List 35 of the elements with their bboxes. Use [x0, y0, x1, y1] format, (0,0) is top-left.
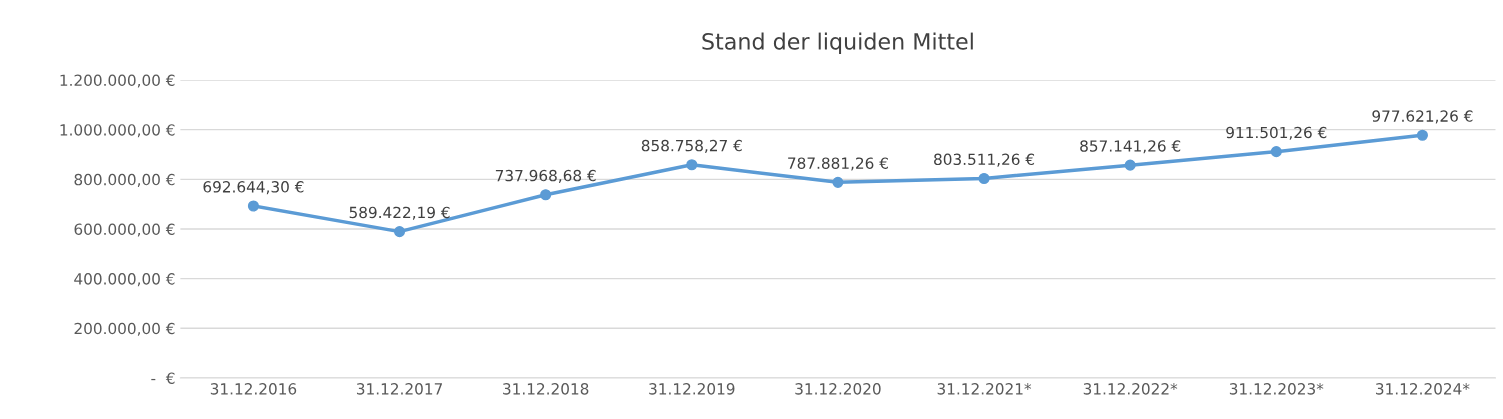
data-label: 692.644,30 € [203, 181, 304, 195]
point [978, 172, 990, 185]
point [1124, 159, 1136, 171]
x-tick-label: 31.12.2023* [1229, 383, 1324, 395]
chart-title: Stand der liquiden Mittel [702, 32, 973, 55]
point [1270, 146, 1282, 158]
x-tick-label: 31.12.2021* [937, 383, 1032, 395]
x-tick-label: 31.12.2022* [1083, 383, 1178, 395]
x-tick-label: 31.12.2017 [356, 383, 442, 395]
data-label: 787.881,26 € [788, 157, 888, 171]
data-label: 911.501,26 € [1226, 126, 1327, 140]
x-tick-label: 31.12.2018 [503, 383, 589, 395]
y-tick-label: 1.200.000,00 € [60, 74, 175, 88]
data-label: 977.621,26 € [1372, 110, 1473, 124]
point [1416, 129, 1428, 141]
y-tick-label: 1.000.000,00 € [60, 124, 175, 138]
point [393, 226, 406, 238]
x-tick-label: 31.12.2019 [649, 383, 735, 395]
data-label: 857.141,26 € [1080, 140, 1181, 154]
point [832, 176, 844, 188]
point [686, 159, 698, 171]
x-tick-label: 31.12.2016 [210, 383, 297, 395]
data-label: 803.511,26 € [934, 153, 1035, 167]
data-label: 858.758,27 € [641, 139, 742, 153]
y-tick-label: 800.000,00 € [74, 173, 175, 187]
x-tick-label: 31.12.2020 [795, 383, 881, 395]
y-tick-label: 400.000,00 € [74, 273, 175, 287]
data-label: 737.968,68 € [495, 169, 596, 183]
data-label: 589.422,19 € [349, 206, 450, 220]
y-tick-label: - € [151, 372, 175, 384]
x-tick-label: 31.12.2024* [1376, 383, 1470, 395]
y-tick-label: 200.000,00 € [74, 322, 175, 336]
y-tick-label: 600.000,00 € [74, 223, 175, 237]
point [247, 200, 259, 212]
point [540, 189, 552, 201]
